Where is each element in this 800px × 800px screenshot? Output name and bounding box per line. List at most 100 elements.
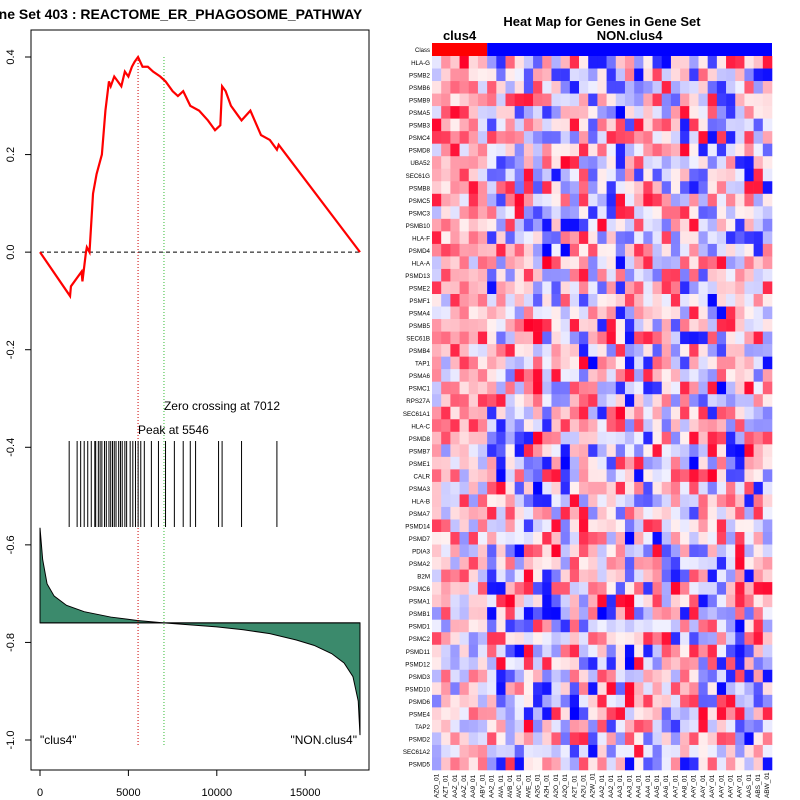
heatmap-cell [615,707,626,721]
heatmap-cell [744,707,754,721]
gene-label: PSME4 [409,711,431,718]
heatmap-cell [744,56,754,69]
heatmap-cell [716,406,727,420]
heatmap-cell [624,381,635,395]
heatmap-cell [459,281,470,295]
heatmap-cell [762,356,773,370]
heatmap-cell [450,657,460,671]
heatmap-cell [597,532,607,545]
heatmap-cell [579,193,589,207]
heatmap-cell [551,118,561,132]
heatmap-cell [744,143,754,157]
heatmap-cell [514,469,525,483]
heatmap-cell [726,143,736,157]
heatmap-cell [542,331,552,345]
heatmap-cell [496,469,506,483]
heatmap-cell [468,319,479,332]
heatmap-cell [496,669,506,683]
heatmap-cell [560,181,571,195]
heatmap-cell [707,106,718,119]
heatmap-cell [450,444,460,458]
heatmap-cell [753,757,764,771]
heatmap-cell [523,294,534,307]
heatmap-cell [441,707,451,721]
heatmap-cell [505,444,516,458]
heatmap-cell [753,694,764,708]
heatmap-cell [698,594,708,608]
heatmap-cell [597,644,607,658]
heatmap-cell [523,657,534,671]
heatmap-cell [698,744,708,758]
sample-label: AA6_01 [663,774,670,798]
heatmap-cell [716,306,727,320]
heatmap-cell [624,481,635,495]
heatmap-cell [542,131,552,144]
heatmap-cell [477,344,488,357]
heatmap-cell [579,744,589,758]
heatmap-cell [597,369,607,382]
heatmap-cell [670,394,681,408]
heatmap-cell [579,594,589,608]
heatmap-cell [726,106,736,119]
heatmap-cell [624,657,635,671]
class-label-non-clus4: NON.clus4 [597,28,664,43]
heatmap-cell [716,168,727,182]
heatmap-cell [496,419,506,433]
heatmap-cell [533,694,543,708]
heatmap-cell [652,544,663,558]
heatmap-cell [652,732,663,746]
heatmap-cell [468,582,479,595]
heatmap-cell [505,193,516,207]
heatmap-cell [533,181,543,195]
heatmap-cell [542,619,552,633]
heatmap-cell [661,406,672,420]
heatmap-cell [514,294,525,307]
heatmap-cell [643,532,653,545]
heatmap-cell [735,632,745,646]
heatmap-cell [560,306,571,320]
gene-label: B2M [417,574,430,581]
heatmap-cell [652,231,663,245]
heatmap-cell [432,268,442,282]
heatmap-cell [468,532,479,545]
heatmap-cell [551,131,561,144]
heatmap-cell [505,557,516,570]
heatmap-cell [514,106,525,119]
heatmap-cell [505,682,516,696]
heatmap-cell [450,694,460,708]
heatmap-cell [468,419,479,433]
heatmap-cell [698,218,708,232]
heatmap-cell [560,131,571,144]
heatmap-cell [707,193,718,207]
heatmap-cell [652,206,663,220]
heatmap-cell [579,682,589,696]
heatmap-cell [514,93,525,107]
heatmap-cell [726,431,736,445]
heatmap-cell [588,406,598,420]
heatmap-cell [606,369,617,382]
heatmap-cell [762,444,773,458]
heatmap-cell [762,732,773,746]
heatmap-cell [487,143,497,157]
heatmap-cell [459,406,470,420]
heatmap-cell [523,143,534,157]
heatmap-cell [459,544,470,558]
heatmap-cell [680,657,690,671]
heatmap-cell [753,444,764,458]
heatmap-cell [689,356,699,370]
heatmap-cell [689,319,699,332]
heatmap-cell [680,469,690,483]
heatmap-cell [441,156,451,170]
heatmap-cell [505,757,516,771]
heatmap-cell [707,369,718,382]
heatmap-cell [477,381,488,395]
heatmap-cell [477,206,488,220]
gene-label: PSMB4 [409,348,431,355]
heatmap-cell [661,744,672,758]
heatmap-cell [735,544,745,558]
heatmap-cell [753,206,764,220]
heatmap-cell [735,682,745,696]
heatmap-cell [634,218,644,232]
heatmap-cell [523,506,534,520]
gene-label: PSMA6 [409,373,431,380]
